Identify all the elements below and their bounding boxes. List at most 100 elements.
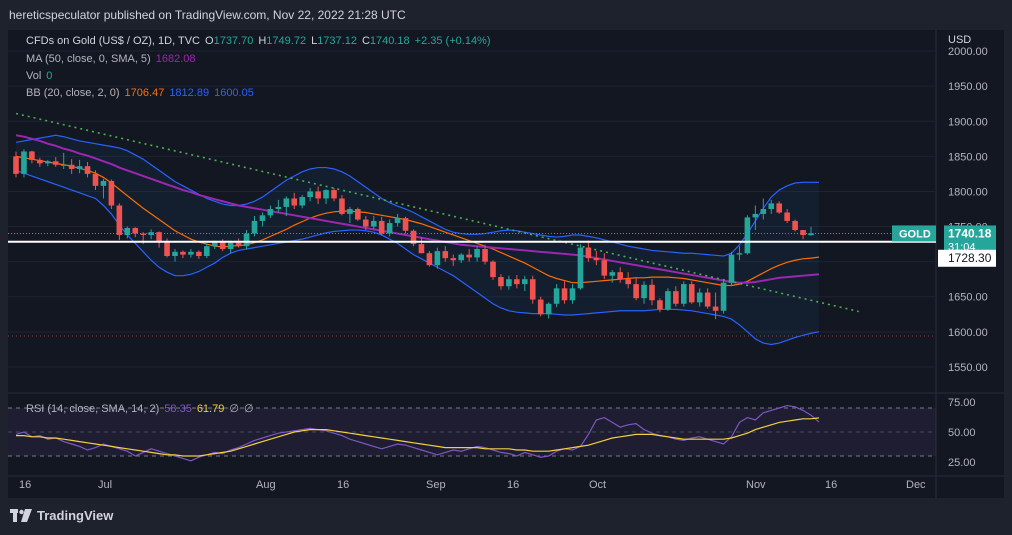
symbol-label: GOLD <box>899 228 931 240</box>
rsi-axis-tick: 50.00 <box>948 427 976 439</box>
candle-body <box>394 218 401 224</box>
candle-body <box>577 247 584 289</box>
rsi-axis-tick: 25.00 <box>948 457 976 469</box>
candle-body <box>211 241 218 247</box>
candle-body <box>156 232 162 242</box>
legend-vol-value: 0 <box>46 70 53 82</box>
chart-area[interactable]: USD1550.001600.001650.001700.001750.0018… <box>8 30 1004 498</box>
symbol-label-box <box>892 225 936 242</box>
bb-lower-line <box>15 169 820 346</box>
candle-body <box>45 161 51 164</box>
trendline-dotted <box>15 112 859 313</box>
candle-body <box>474 249 480 258</box>
candle-body <box>625 279 631 285</box>
bb-upper-line <box>15 134 819 257</box>
price-axis-tick: 2000.00 <box>948 46 988 58</box>
legend-bb-upper: 1812.89 <box>169 87 210 99</box>
candle-body <box>29 151 35 160</box>
legend-bb-label[interactable]: BB (20, close, 2, 0) <box>26 87 120 99</box>
legend-low-label: L <box>311 35 318 47</box>
legend-change: +2.35 (+0.14%) <box>414 35 491 47</box>
candle-body <box>442 251 449 259</box>
candle-body <box>370 220 377 227</box>
candle-body <box>410 230 417 245</box>
legend-close: 1740.18 <box>369 35 410 47</box>
candle-body <box>299 197 305 206</box>
candle-body <box>52 161 59 165</box>
candle-body <box>84 166 91 174</box>
candle-body <box>251 220 258 234</box>
legend-close-label: C <box>361 35 370 47</box>
legend-main: CFDs on Gold (US$ / OZ), 1D, TVC O1737.70… <box>26 35 496 47</box>
candle-body <box>434 251 441 266</box>
candle-body <box>641 284 647 299</box>
time-axis-tick: Jul <box>98 479 112 491</box>
ma-50-line <box>15 134 820 284</box>
candle-body <box>21 151 27 174</box>
candle-body <box>283 198 290 207</box>
candle-body <box>800 230 806 235</box>
candle-body <box>291 198 298 206</box>
candle-body <box>768 203 775 209</box>
candle-body <box>196 251 202 257</box>
candle-body <box>339 198 345 214</box>
chart-svg[interactable]: USD1550.001600.001650.001700.001750.0018… <box>8 30 1004 498</box>
candle-body <box>418 244 425 254</box>
price-axis-tick: 1600.00 <box>948 327 988 339</box>
legend-ma-label[interactable]: MA (50, close, 0, SMA, 5) <box>26 53 151 65</box>
rsi-line <box>15 404 820 462</box>
candle-body <box>227 242 234 250</box>
time-axis-tick: 16 <box>337 479 349 491</box>
candle-body <box>792 220 798 231</box>
candle-body <box>537 299 544 315</box>
price-axis-tick: 1850.00 <box>948 151 988 163</box>
candle-body <box>704 292 711 307</box>
time-axis-tick: 16 <box>19 479 31 491</box>
candle-body <box>378 220 385 234</box>
legend-vol-label[interactable]: Vol <box>26 70 42 82</box>
legend-rsi-label[interactable]: RSI (14, close, SMA, 14, 2) <box>26 403 160 415</box>
candle-body <box>243 233 250 247</box>
candle-body <box>275 206 282 209</box>
legend-rsi-na1: ∅ <box>229 403 239 415</box>
time-axis-tick: Sep <box>426 479 446 491</box>
legend-rsi: RSI (14, close, SMA, 14, 2) 58.35 61.79 ∅ ∅ <box>26 402 259 415</box>
candle-body <box>148 232 154 235</box>
bb-basis-line <box>15 155 820 287</box>
candle-body <box>728 254 735 283</box>
candle-body <box>736 253 743 255</box>
candle-body <box>744 217 751 254</box>
footer: TradingView <box>0 498 1012 535</box>
candle-body <box>720 282 727 311</box>
legend-high-label: H <box>258 35 267 47</box>
candle-body <box>593 258 600 261</box>
candle-body <box>68 164 75 169</box>
legend-bb-lower: 1600.05 <box>214 87 254 99</box>
candle-body <box>188 251 194 255</box>
price-axis-tick: 1950.00 <box>948 81 988 93</box>
legend-symbol[interactable]: CFDs on Gold (US$ / OZ), 1D, TVC <box>26 35 201 47</box>
price-axis-tick: 1800.00 <box>948 186 988 198</box>
tradingview-logo[interactable]: TradingView <box>10 508 113 523</box>
candle-body <box>784 212 790 221</box>
candle-body <box>267 209 274 216</box>
legend-rsi-sma: 61.79 <box>196 403 225 415</box>
legend-bb: BB (20, close, 2, 0) 1706.47 1812.89 1600.0… <box>26 87 259 99</box>
time-axis-tick: 16 <box>507 479 519 491</box>
candle-body <box>545 303 552 315</box>
candle-body <box>688 284 695 303</box>
time-axis-tick: 16 <box>825 479 837 491</box>
candle-body <box>450 258 457 261</box>
candle-body <box>649 284 655 301</box>
price-axis-unit: USD <box>948 34 971 46</box>
candle-body <box>712 306 719 311</box>
legend-ma: MA (50, close, 0, SMA, 5) 1682.08 <box>26 53 200 65</box>
rsi-sma-line <box>16 417 820 457</box>
candle-body <box>601 260 608 276</box>
legend-high: 1749.72 <box>266 35 307 47</box>
candle-body <box>259 215 266 221</box>
candle-body <box>100 180 107 186</box>
tradingview-logo-icon <box>10 509 32 522</box>
candle-body <box>180 251 186 255</box>
candle-body <box>490 261 496 278</box>
